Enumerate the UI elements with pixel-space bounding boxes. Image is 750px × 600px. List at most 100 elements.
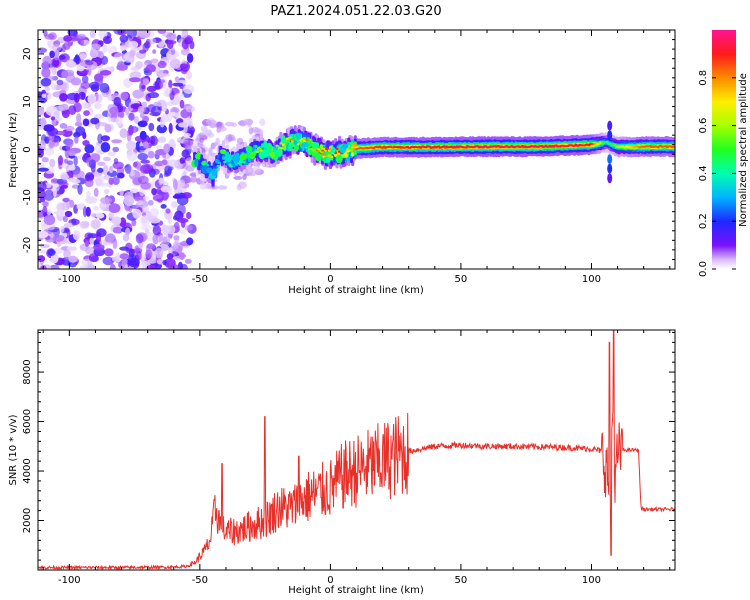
noise-speckle [63, 248, 71, 260]
noise-speckle [65, 202, 71, 209]
noise-speckle [176, 204, 186, 216]
noise-speckle [153, 101, 162, 108]
noise-speckle [85, 190, 91, 200]
noise-speckle [139, 112, 145, 119]
noise-speckle [248, 127, 254, 135]
frequency-track-segment [302, 137, 306, 140]
track-blob [330, 147, 336, 154]
track-blob [607, 163, 613, 174]
noise-speckle [52, 68, 57, 76]
noise-speckle [65, 60, 77, 68]
noise-speckle [124, 108, 130, 116]
noise-speckle [93, 93, 103, 104]
noise-speckle [42, 201, 49, 208]
noise-speckle [156, 124, 167, 134]
noise-speckle [151, 188, 157, 196]
noise-speckle [81, 258, 92, 267]
noise-speckle [64, 210, 73, 218]
noise-speckle [81, 101, 89, 109]
frequency-track-segment [325, 152, 329, 157]
noise-speckle [117, 111, 125, 119]
noise-speckle [149, 111, 161, 117]
noise-speckle [62, 197, 70, 203]
noise-speckle [38, 105, 45, 116]
noise-speckle [100, 196, 113, 205]
noise-speckle [126, 151, 138, 162]
noise-speckle [65, 144, 72, 151]
noise-speckle [50, 116, 56, 121]
noise-speckle [200, 125, 208, 133]
noise-speckle [163, 143, 171, 154]
noise-speckle [43, 124, 55, 132]
noise-speckle [68, 255, 78, 263]
frequency-track-segment [280, 147, 284, 150]
noise-speckle [157, 60, 167, 69]
noise-speckle-layer [38, 30, 266, 269]
noise-speckle [161, 159, 168, 166]
noise-speckle [96, 228, 107, 238]
frequency-track-segment [335, 147, 339, 150]
noise-speckle [58, 181, 69, 188]
noise-speckle [139, 49, 147, 54]
frequency-track-segment [278, 146, 282, 150]
noise-speckle [113, 30, 125, 35]
noise-speckle [56, 79, 64, 86]
noise-speckle [173, 241, 179, 250]
x-tick-label: -100 [58, 274, 81, 285]
track-blob [220, 149, 227, 155]
noise-speckle [166, 253, 174, 260]
noise-speckle [177, 218, 189, 223]
noise-speckle [108, 177, 114, 185]
y-tick-label: 2000 [22, 508, 33, 533]
noise-speckle [170, 111, 177, 117]
frequency-track-segment [330, 155, 334, 159]
noise-speckle [45, 147, 55, 156]
noise-speckle [88, 159, 97, 169]
track-blob [266, 142, 273, 152]
noise-speckle [108, 203, 121, 214]
noise-speckle [93, 187, 99, 197]
noise-speckle [140, 181, 151, 190]
noise-speckle [89, 30, 96, 38]
noise-speckle [94, 73, 104, 82]
frequency-track-segment [288, 136, 292, 139]
noise-speckle [61, 108, 70, 119]
track-blob [342, 143, 349, 149]
noise-speckle [111, 139, 122, 144]
noise-speckle [190, 176, 198, 183]
noise-speckle [52, 186, 57, 198]
noise-speckle [174, 76, 180, 83]
noise-speckle [57, 155, 64, 166]
noise-speckle [166, 39, 174, 49]
noise-speckle [134, 245, 140, 254]
colorbar-tick-label: 0.0 [698, 261, 709, 277]
noise-speckle [126, 140, 137, 151]
noise-speckle [53, 248, 64, 254]
frequency-track-segment [349, 142, 353, 148]
y-tick-label: -10 [22, 189, 33, 205]
frequency-track-segment [319, 144, 323, 149]
noise-speckle [147, 150, 155, 159]
track-blob [607, 130, 613, 141]
track-blob [288, 142, 293, 152]
track-blob [201, 160, 207, 166]
track-blob [295, 132, 302, 140]
frequency-track-segment [238, 163, 242, 166]
noise-speckle [45, 225, 55, 231]
noise-speckle [89, 48, 99, 59]
noise-speckle [147, 199, 154, 206]
noise-speckle [198, 132, 206, 137]
noise-speckle [70, 77, 82, 86]
snr-panel: -100 -50 0 50 100 2000 4000 6000 8000 Height of… [8, 329, 676, 596]
frequency-track-segment [219, 154, 223, 159]
noise-speckle [82, 206, 88, 218]
noise-speckle [102, 256, 115, 266]
noise-speckle [137, 120, 148, 128]
noise-speckle [181, 149, 189, 158]
noise-speckle [41, 67, 51, 78]
noise-speckle [140, 164, 152, 174]
y-tick-label: 10 [22, 95, 33, 108]
noise-speckle [228, 134, 233, 142]
frequency-track-segment [317, 148, 321, 151]
noise-speckle [149, 208, 160, 217]
